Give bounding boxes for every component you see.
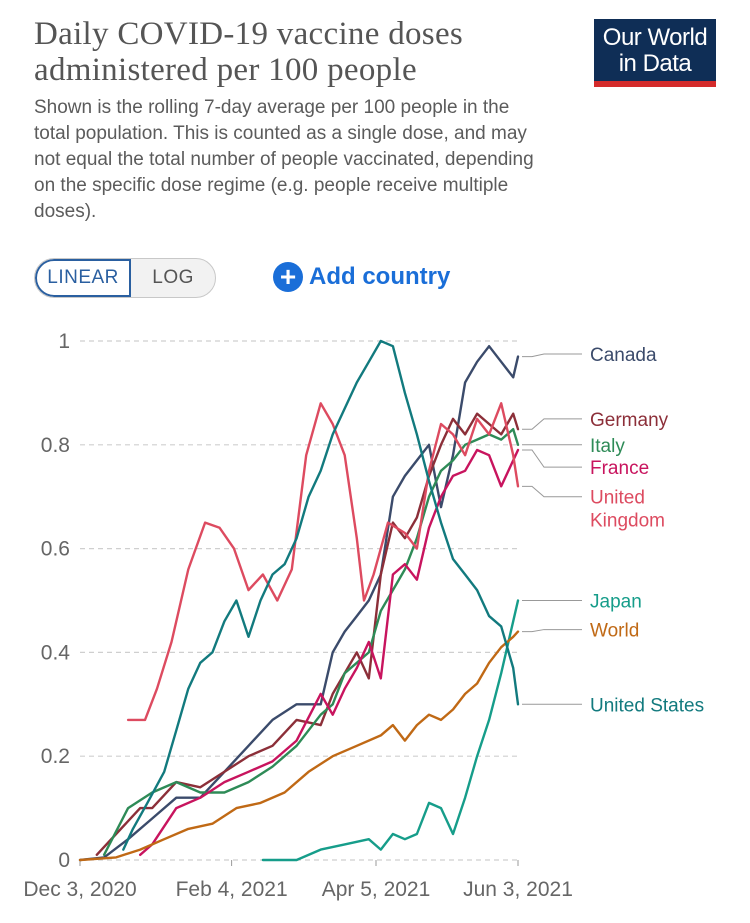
x-tick-label: Dec 3, 2020 <box>23 878 136 901</box>
series-label-germany[interactable]: Germany <box>590 410 669 431</box>
y-tick-label: 0.6 <box>41 538 70 561</box>
series-label-italy[interactable]: Italy <box>590 436 625 457</box>
logo-line-2: in Data <box>618 50 692 77</box>
series-line-united-states[interactable] <box>122 339 520 851</box>
label-leader-line <box>522 449 582 468</box>
x-tick-label: Jun 3, 2021 <box>463 878 573 901</box>
y-tick-label: 0.8 <box>41 434 70 457</box>
x-tick-label: Apr 5, 2021 <box>322 878 431 901</box>
plus-circle-icon: + <box>273 262 303 292</box>
series-label-united-states[interactable]: United States <box>590 695 704 716</box>
label-leader-line <box>522 418 582 430</box>
add-country-label: Add country <box>309 263 451 290</box>
series-label-canada[interactable]: Canada <box>590 345 657 366</box>
logo-line-1: Our World <box>602 24 708 51</box>
x-axis-ticks: Dec 3, 2020 Feb 4, 2021 Apr 5, 2021 Jun 3, … <box>23 860 573 901</box>
series-line-world[interactable] <box>78 630 520 862</box>
y-tick-label: 0.2 <box>41 745 70 768</box>
y-tick-label: 0 <box>58 849 70 872</box>
series-line-france[interactable] <box>138 448 520 856</box>
series-label-france[interactable]: France <box>590 458 649 479</box>
x-tick-label: Feb 4, 2021 <box>176 878 288 901</box>
y-tick-label: 1 <box>58 330 70 353</box>
linear-scale-button[interactable]: LINEAR <box>35 259 132 297</box>
series-line-germany[interactable] <box>95 412 520 856</box>
series-line-canada[interactable] <box>78 345 520 862</box>
chart-subtitle: Shown is the rolling 7-day average per 1… <box>34 97 534 222</box>
label-leader-line <box>522 353 582 358</box>
scale-toggle: LINEAR LOG <box>34 258 216 298</box>
series-line-united-kingdom[interactable] <box>126 402 520 722</box>
y-axis-ticks: 0 0.2 0.4 0.6 0.8 1 <box>41 330 71 872</box>
series-lines <box>78 339 520 862</box>
log-scale-button[interactable]: LOG <box>152 267 194 288</box>
series-label-united-kingdom[interactable]: United Kingdom <box>590 488 665 532</box>
chart-title: Daily COVID-19 vaccine doses administere… <box>34 16 464 88</box>
line-chart: 0 0.2 0.4 0.6 0.8 1 Dec 3, 2020 Feb 4, 2021 Apr… <box>23 330 704 901</box>
y-tick-label: 0.4 <box>41 641 71 664</box>
add-country-button[interactable]: + Add country <box>273 260 450 294</box>
series-line-japan[interactable] <box>261 599 520 862</box>
label-leader-line <box>522 485 582 498</box>
our-world-in-data-logo[interactable]: Our World in Data <box>594 19 716 87</box>
label-leader-line <box>522 629 582 633</box>
series-label-world[interactable]: World <box>590 621 639 642</box>
series-label-japan[interactable]: Japan <box>590 592 642 613</box>
